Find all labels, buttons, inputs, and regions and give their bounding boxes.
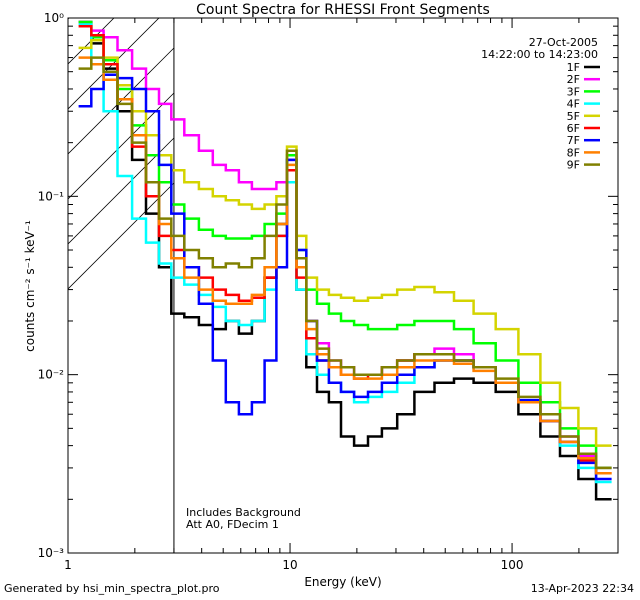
legend-label-5f: 5F: [567, 110, 580, 123]
x-tick-label: 10: [282, 558, 297, 572]
hatch-line: [68, 18, 160, 110]
series-line-9f: [78, 56, 612, 470]
legend-label-8f: 8F: [567, 146, 580, 159]
annotation-background: Includes Background: [186, 506, 301, 519]
y-tick-label: 10⁻²: [38, 368, 65, 382]
hatch-line: [68, 47, 175, 155]
y-tick-label: 10⁰: [44, 11, 64, 25]
y-tick-labels: 10⁰ 10⁻¹ 10⁻² 10⁻³: [38, 11, 65, 560]
legend-label-7f: 7F: [567, 134, 580, 147]
annotation-attenuator: Att A0, FDecim 1: [186, 518, 279, 531]
x-tick-label: 1: [64, 558, 72, 572]
legend-label-9f: 9F: [567, 159, 580, 172]
legend-label-6f: 6F: [567, 122, 580, 135]
legend-label-1f: 1F: [567, 61, 580, 74]
legend-label-4f: 4F: [567, 98, 580, 111]
x-axis-label: Energy (keV): [304, 575, 381, 589]
series-group: [78, 20, 612, 501]
y-tick-label: 10⁻³: [38, 546, 65, 560]
time-range-label: 14:22:00 to 14:23:00: [481, 48, 598, 61]
hatched-region: [68, 18, 175, 553]
plot-frame: [67, 17, 619, 554]
timestamp-footer: 13-Apr-2023 22:34: [530, 582, 634, 595]
hatch-line: [68, 182, 175, 290]
x-tick-labels: 1 10 100: [64, 558, 523, 572]
y-tick-label: 10⁻¹: [38, 189, 65, 203]
legend-label-2f: 2F: [567, 73, 580, 86]
hatch-line: [68, 18, 115, 65]
date-label: 27-Oct-2005: [529, 36, 598, 49]
axis-ticks: [67, 17, 619, 554]
generated-by-footer: Generated by hsi_min_spectra_plot.pro: [4, 582, 220, 595]
y-axis-label: counts cm⁻² s⁻¹ keV⁻¹: [23, 220, 37, 352]
series-line-7f: [78, 73, 612, 481]
chart-title: Count Spectra for RHESSI Front Segments: [196, 2, 490, 18]
x-tick-label: 100: [501, 558, 524, 572]
legend-label-3f: 3F: [567, 85, 580, 98]
hatch-line: [68, 18, 70, 20]
